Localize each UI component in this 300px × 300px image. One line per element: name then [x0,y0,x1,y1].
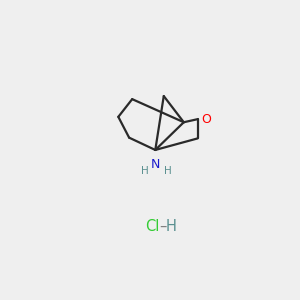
Text: H: H [165,219,176,234]
Text: N: N [151,158,160,171]
Text: Cl: Cl [145,219,159,234]
Text: H: H [164,166,172,176]
Text: –: – [159,219,167,234]
Text: H: H [141,166,148,176]
Text: O: O [202,113,212,126]
